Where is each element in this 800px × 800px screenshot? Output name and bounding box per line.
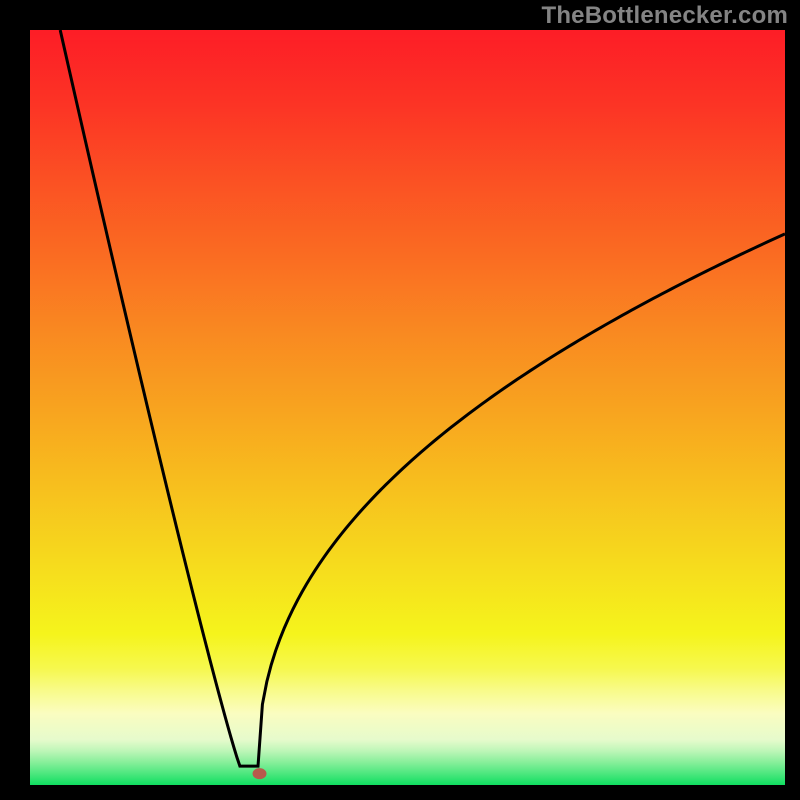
chart-frame: TheBottlenecker.com xyxy=(0,0,800,800)
watermark-text: TheBottlenecker.com xyxy=(541,2,788,30)
bottleneck-curve xyxy=(60,30,785,766)
vertex-marker xyxy=(253,769,266,779)
plot-area xyxy=(30,30,785,785)
curve-layer xyxy=(30,30,785,785)
